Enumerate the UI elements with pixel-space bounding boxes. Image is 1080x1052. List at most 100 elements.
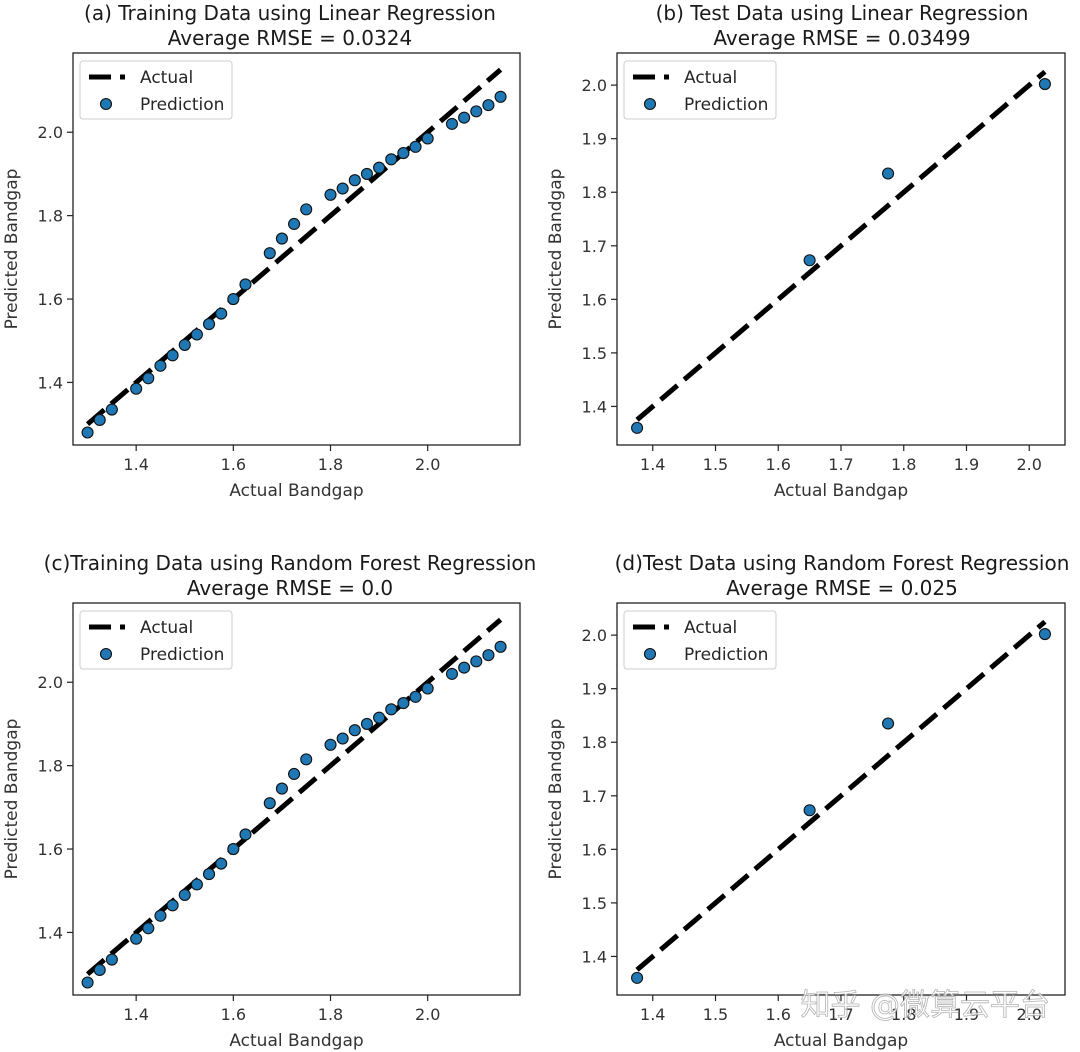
x-tick-label: 1.9 xyxy=(954,1005,979,1024)
prediction-point xyxy=(202,868,216,881)
prediction-point xyxy=(154,359,167,372)
prediction-point xyxy=(360,717,374,730)
prediction-point xyxy=(239,278,252,291)
prediction-point xyxy=(631,971,644,984)
y-tick-label: 1.7 xyxy=(582,787,607,806)
legend-actual-label: Actual xyxy=(140,618,193,638)
prediction-point xyxy=(263,247,276,260)
y-tick-label: 1.5 xyxy=(582,344,607,363)
plot-frame xyxy=(72,52,521,446)
prediction-point xyxy=(421,132,434,145)
legend-prediction-label: Prediction xyxy=(684,95,768,115)
plot-frame xyxy=(72,602,521,996)
panel-b: (b) Test Data using Linear RegressionAve… xyxy=(546,1,1066,501)
prediction-point xyxy=(300,203,313,216)
x-tick-label: 1.9 xyxy=(954,455,979,474)
y-tick-label: 1.6 xyxy=(582,840,607,859)
prediction-point xyxy=(458,111,471,124)
y-tick-label: 2.0 xyxy=(38,673,63,692)
x-tick-label: 1.6 xyxy=(221,455,246,474)
prediction-point xyxy=(373,711,386,724)
actual-dashed-line xyxy=(635,69,1047,422)
legend-prediction-label: Prediction xyxy=(140,95,224,115)
y-tick-label: 1.4 xyxy=(38,373,63,392)
prediction-point xyxy=(421,682,434,695)
prediction-point xyxy=(202,318,216,331)
prediction-point xyxy=(397,147,410,160)
x-tick-label: 1.8 xyxy=(318,1005,343,1024)
prediction-point xyxy=(190,328,203,341)
legend-actual-label: Actual xyxy=(684,68,737,88)
y-tick-label: 2.0 xyxy=(582,76,607,95)
panel-title: (a) Training Data using Linear Regressio… xyxy=(84,1,496,25)
legend-box xyxy=(79,610,233,670)
prediction-point xyxy=(105,403,118,416)
prediction-point xyxy=(288,217,301,231)
prediction-point xyxy=(409,140,422,153)
prediction-point xyxy=(215,307,228,320)
prediction-point xyxy=(227,842,240,856)
y-tick-label: 1.9 xyxy=(582,680,607,699)
prediction-point xyxy=(494,640,507,653)
prediction-point xyxy=(803,804,816,817)
prediction-point xyxy=(360,167,374,180)
prediction-point xyxy=(142,372,155,385)
panel-a: (a) Training Data using Linear Regressio… xyxy=(2,1,521,501)
x-tick-label: 2.0 xyxy=(1017,1005,1042,1024)
y-tick-label: 1.8 xyxy=(582,733,607,752)
prediction-point xyxy=(239,828,252,841)
actual-dashed-line xyxy=(635,619,1047,972)
prediction-point xyxy=(1038,78,1051,91)
y-tick-label: 1.4 xyxy=(582,397,607,416)
prediction-point xyxy=(154,909,167,922)
actual-dashed-line xyxy=(85,617,503,977)
prediction-point xyxy=(275,782,288,795)
prediction-point xyxy=(336,732,349,745)
prediction-point xyxy=(470,655,483,668)
prediction-point xyxy=(482,649,495,662)
prediction-point xyxy=(215,857,228,870)
y-tick-label: 2.0 xyxy=(38,123,63,142)
prediction-point xyxy=(81,976,94,989)
panel-subtitle: Average RMSE = 0.0 xyxy=(187,576,393,600)
panel-subtitle: Average RMSE = 0.025 xyxy=(726,576,958,600)
y-axis-label: Predicted Bandgap xyxy=(546,169,566,330)
x-tick-label: 1.4 xyxy=(123,455,148,474)
panel-title: (b) Test Data using Linear Regression xyxy=(656,1,1029,25)
x-tick-label: 1.8 xyxy=(891,455,916,474)
x-tick-label: 1.5 xyxy=(703,455,728,474)
y-tick-label: 1.6 xyxy=(38,290,63,309)
prediction-point xyxy=(1038,628,1051,641)
prediction-point xyxy=(93,963,106,977)
x-tick-label: 2.0 xyxy=(1017,455,1042,474)
prediction-point xyxy=(166,349,179,362)
prediction-point xyxy=(275,232,288,245)
x-tick-label: 1.6 xyxy=(766,1005,791,1024)
prediction-point xyxy=(130,932,143,945)
x-tick-label: 2.0 xyxy=(415,1005,440,1024)
x-axis-label: Actual Bandgap xyxy=(229,481,363,501)
legend-actual-label: Actual xyxy=(684,618,737,638)
y-tick-label: 1.5 xyxy=(582,894,607,913)
prediction-point xyxy=(142,922,155,935)
panel-title: (d)Test Data using Random Forest Regress… xyxy=(615,551,1070,575)
legend-prediction-swatch xyxy=(643,97,657,111)
watermark-text: 知乎 @微算云平台 xyxy=(800,988,1050,1023)
panel-d: (d)Test Data using Random Forest Regress… xyxy=(546,551,1069,1051)
prediction-point xyxy=(803,254,816,267)
prediction-point xyxy=(93,413,106,427)
x-tick-label: 1.7 xyxy=(828,1005,853,1024)
prediction-point xyxy=(882,717,895,730)
prediction-point xyxy=(324,738,337,751)
prediction-point xyxy=(190,878,203,891)
y-tick-label: 1.8 xyxy=(38,757,63,776)
y-tick-label: 1.8 xyxy=(582,183,607,202)
legend-prediction-swatch xyxy=(99,97,113,111)
actual-dashed-line xyxy=(85,67,503,427)
prediction-point xyxy=(494,90,507,103)
prediction-point xyxy=(263,797,276,810)
x-axis-label: Actual Bandgap xyxy=(774,1031,908,1051)
